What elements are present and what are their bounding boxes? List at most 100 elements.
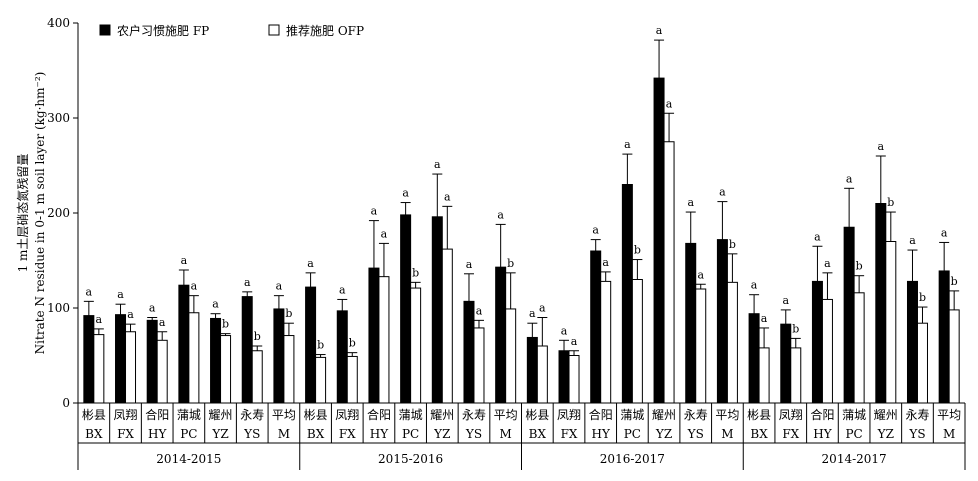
bar-fp <box>273 308 285 404</box>
sig-label-ofp: b <box>634 244 641 257</box>
bar-ofp <box>885 241 897 404</box>
bar-fp <box>748 313 760 404</box>
sig-label-fp: a <box>909 234 916 247</box>
bar-ofp <box>600 280 612 404</box>
category-label-en: YS <box>243 427 260 441</box>
bar-fp <box>210 317 222 404</box>
sig-label-ofp: b <box>254 330 261 343</box>
bar-ofp <box>315 356 327 404</box>
category-label-en: YZ <box>655 427 672 441</box>
bar-fp <box>558 350 570 404</box>
category-label-cn: 永寿 <box>240 408 264 422</box>
sig-label-ofp: a <box>159 316 166 329</box>
bar-fp <box>526 336 538 404</box>
bar-fp <box>463 300 475 404</box>
bar-ofp <box>251 350 263 404</box>
period-label: 2014-2015 <box>156 452 221 466</box>
sig-label-ofp: b <box>412 266 419 279</box>
bar-ofp <box>853 292 865 404</box>
sig-label-fp: a <box>117 288 124 301</box>
sig-label-ofp: a <box>697 268 704 281</box>
bar-ofp <box>346 355 358 404</box>
sig-label-fp: a <box>878 140 885 153</box>
category-label-en: BX <box>307 427 325 441</box>
category-label-cn: 蒲城 <box>620 408 644 422</box>
sig-label-ofp: b <box>951 275 958 288</box>
category-label-cn: 凤翔 <box>114 408 138 422</box>
category-label-cn: 凤翔 <box>557 408 581 422</box>
category-label-cn: 彬县 <box>525 408 549 422</box>
category-label-en: BX <box>529 427 547 441</box>
bar-fp <box>843 226 855 404</box>
bar-fp <box>431 216 443 404</box>
category-label-cn: 永寿 <box>905 408 929 422</box>
sig-label-ofp: b <box>349 337 356 350</box>
category-label-cn: 永寿 <box>684 408 708 422</box>
sig-label-ofp: b <box>285 307 292 320</box>
category-label-en: PC <box>624 427 641 441</box>
category-label-en: HY <box>370 427 389 441</box>
sig-label-fp: a <box>149 302 156 315</box>
period-label: 2016-2017 <box>600 452 665 466</box>
category-label-en: M <box>500 427 512 441</box>
sig-label-ofp: a <box>571 335 578 348</box>
period-label: 2014-2017 <box>822 452 887 466</box>
sig-label-ofp: b <box>856 260 863 273</box>
category-label-en: FX <box>117 427 134 441</box>
legend: 农户习惯施肥 FP 推荐施肥 OFP <box>99 23 364 38</box>
sig-label-fp: a <box>941 226 948 239</box>
category-label-cn: 凤翔 <box>335 408 359 422</box>
legend-label-fp: 农户习惯施肥 FP <box>117 23 209 38</box>
category-label-cn: 合阳 <box>810 407 834 422</box>
category-label-cn: 平均 <box>937 408 961 422</box>
bar-fp <box>875 203 887 404</box>
bar-fp <box>685 242 697 404</box>
bar-fp <box>495 266 507 404</box>
sig-label-fp: a <box>244 276 251 289</box>
category-label-en: M <box>721 427 733 441</box>
category-label-en: FX <box>339 427 356 441</box>
bar-fp <box>938 270 950 404</box>
category-label-en: PC <box>845 427 862 441</box>
sig-label-ofp: a <box>476 304 483 317</box>
sig-label-fp: a <box>276 280 283 293</box>
bar-ofp <box>821 298 833 404</box>
bar-fp <box>241 296 253 404</box>
category-label-cn: 彬县 <box>82 408 106 422</box>
bar-fp <box>368 267 380 404</box>
bar-ofp <box>410 287 422 404</box>
category-label-en: HY <box>592 427 611 441</box>
sig-label-ofp: a <box>539 302 546 315</box>
category-label-cn: 耀州 <box>874 408 898 422</box>
sig-label-fp: a <box>339 283 346 296</box>
sig-label-ofp: b <box>507 257 514 270</box>
sig-label-ofp: a <box>127 308 134 321</box>
sig-label-ofp: a <box>191 280 198 293</box>
category-label-cn: 平均 <box>494 408 518 422</box>
sig-label-fp: a <box>782 294 789 307</box>
bar-fp <box>83 315 95 404</box>
category-label-cn: 蒲城 <box>177 408 201 422</box>
category-label-cn: 耀州 <box>430 408 454 422</box>
legend-label-ofp: 推荐施肥 OFP <box>286 24 364 38</box>
sig-label-fp: a <box>814 230 821 243</box>
sig-label-fp: a <box>687 196 694 209</box>
sig-label-ofp: a <box>761 312 768 325</box>
legend-swatch-fp <box>99 24 111 36</box>
bar-fp <box>336 310 348 404</box>
sig-label-fp: a <box>656 24 663 37</box>
category-label-en: YZ <box>211 427 228 441</box>
bar-ofp <box>726 281 738 404</box>
bar-ofp <box>441 248 453 404</box>
sig-label-ofp: b <box>222 318 229 331</box>
category-label-cn: 蒲城 <box>842 408 866 422</box>
sig-label-fp: a <box>529 307 536 320</box>
sig-label-fp: a <box>561 324 568 337</box>
category-label-cn: 平均 <box>272 408 296 422</box>
legend-swatch-ofp <box>268 24 280 36</box>
sig-label-ofp: b <box>792 322 799 335</box>
bar-ofp <box>536 345 548 404</box>
sig-label-fp: a <box>307 257 314 270</box>
sig-label-ofp: a <box>602 256 609 269</box>
bar-ofp <box>188 312 200 404</box>
